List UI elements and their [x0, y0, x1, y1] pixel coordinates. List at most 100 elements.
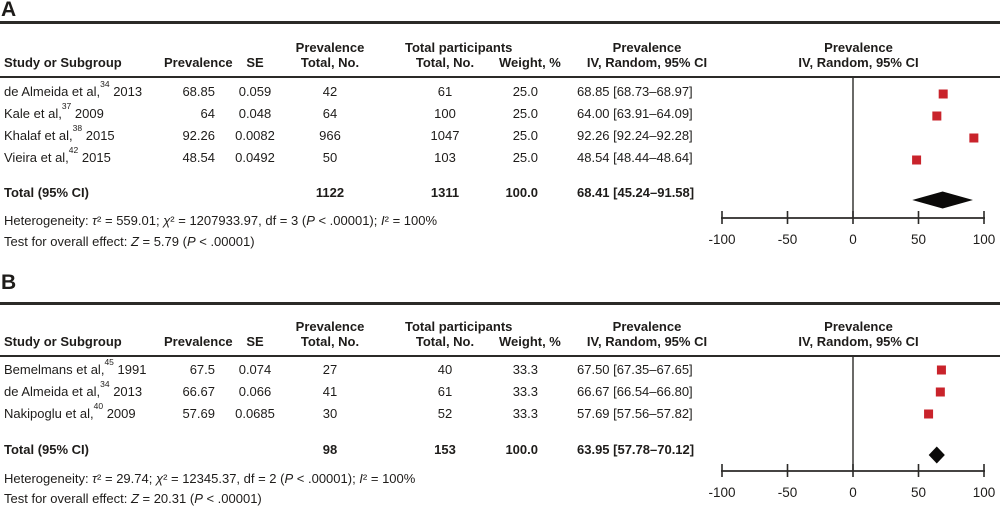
weight-cell: 25.0 — [512, 84, 538, 99]
summary-diamond — [928, 446, 945, 464]
axis-tick-label: 50 — [911, 485, 926, 500]
prevalence-cell — [164, 439, 215, 461]
study-point-marker — [969, 133, 979, 143]
study-point-marker — [924, 409, 934, 419]
weight-cell: 25.0 — [512, 106, 538, 121]
prevalence-total-cell: 98 — [322, 442, 338, 457]
prevalence-total-cell: 64 — [322, 106, 338, 121]
prevalence-total-cell: 966 — [319, 128, 341, 143]
weight-cell: 33.3 — [512, 384, 538, 399]
study-name-cell: de Almeida et al,34 2013 — [4, 378, 143, 399]
panel-a-overall-effect-note: Test for overall effect: Z = 5.79 (P < .… — [4, 234, 255, 249]
study-point-marker — [912, 155, 922, 165]
total-label-cell: Total (95% CI) — [4, 442, 89, 457]
panel-a-label: A — [1, 0, 17, 21]
total-label-cell: Total (95% CI) — [4, 185, 89, 200]
panel-a-header-rule — [0, 76, 1000, 78]
prevalence-total-cell: 30 — [322, 406, 338, 421]
panel-b-heterogeneity-note: Heterogeneity: τ² = 29.74; χ² = 12345.37… — [4, 471, 416, 486]
panel-a-forest-plot: -100 -50 0 50 100 — [708, 77, 996, 247]
panel-a-top-rule — [0, 21, 1000, 24]
col-header-weight: Weight, % — [499, 55, 561, 70]
total-row: Total (95% CI) 98 153 100.0 63.95 [57.78–70.… — [0, 439, 1000, 461]
participants-cell: 1311 — [430, 185, 460, 200]
se-cell — [215, 439, 295, 461]
panel-b-header-rule — [0, 355, 1000, 357]
se-cell: 0.0082 — [235, 128, 275, 143]
study-row: Bemelmans et al,45 1991 67.5 0.074 27 40 33.3… — [0, 356, 1000, 381]
participants-cell: 40 — [437, 362, 453, 377]
col-header-se: SE — [246, 55, 264, 70]
se-cell: 0.059 — [238, 84, 272, 99]
participants-cell: 153 — [434, 442, 456, 457]
se-cell: 0.066 — [238, 384, 272, 399]
prevalence-cell — [164, 182, 215, 204]
prevalence-cell: 57.69 — [182, 406, 215, 421]
study-name-cell: Nakipoglu et al,40 2009 — [4, 400, 136, 421]
col-header-se: SE — [246, 334, 264, 349]
prevalence-cell: 68.85 — [182, 84, 215, 99]
prevalence-total-cell: 1122 — [315, 185, 345, 200]
se-cell: 0.074 — [238, 362, 272, 377]
total-row: Total (95% CI) 1122 1311 100.0 68.41 [45.24–… — [0, 182, 1000, 204]
ci-cell: 57.69 [57.56–57.82] — [577, 406, 693, 421]
participants-cell: 52 — [437, 406, 453, 421]
col-header-weight: Weight, % — [499, 334, 561, 349]
axis-tick-label: 100 — [973, 232, 996, 247]
se-cell: 0.048 — [238, 106, 272, 121]
panel-a-study-rows: de Almeida et al,34 2013 68.85 0.059 42 61 25… — [0, 79, 1000, 204]
panel-b-overall-effect-note: Test for overall effect: Z = 20.31 (P < … — [4, 491, 262, 506]
ci-cell: 67.50 [67.35–67.65] — [577, 362, 693, 377]
summary-diamond — [912, 191, 973, 209]
reference-superscript: 45 — [104, 356, 114, 367]
study-name-cell: Bemelmans et al,45 1991 — [4, 356, 147, 377]
col-header-prevalence-total: Prevalence Total, No. — [295, 40, 365, 70]
study-point-marker — [938, 89, 948, 99]
se-cell: 0.0685 — [235, 406, 275, 421]
axis-tick-label: 0 — [849, 232, 857, 247]
panel-b-forest-plot: -100 -50 0 50 100 — [708, 355, 996, 500]
panel-a-heterogeneity-note: Heterogeneity: τ² = 559.01; χ² = 1207933… — [4, 213, 438, 228]
col-header-prevalence-total: Prevalence Total, No. — [295, 319, 365, 349]
col-header-ci-text: Prevalence IV, Random, 95% CI — [586, 319, 708, 349]
study-row: Nakipoglu et al,40 2009 57.69 0.0685 30 52 33… — [0, 400, 1000, 425]
weight-cell: 25.0 — [512, 150, 538, 165]
weight-cell: 33.3 — [512, 362, 538, 377]
participants-cell: 103 — [434, 150, 456, 165]
panel-b-table-header: Study or Subgroup Prevalence SE Prevalen… — [0, 304, 1000, 354]
reference-superscript: 42 — [68, 144, 79, 155]
weight-cell: 33.3 — [512, 406, 538, 421]
panel-a: A Study or Subgroup Prevalence SE Preval… — [0, 0, 1000, 249]
axis-tick-label: 100 — [973, 485, 996, 500]
study-point-marker — [936, 365, 946, 375]
prevalence-total-cell: 50 — [322, 150, 338, 165]
ci-cell: 63.95 [57.78–70.12] — [577, 442, 695, 457]
study-name-cell: Kale et al,37 2009 — [4, 100, 104, 121]
col-header-total-participants: Total participants Total, No. — [405, 40, 513, 70]
study-row: Kale et al,37 2009 64 0.048 64 100 25.0 64.00 … — [0, 100, 1000, 125]
participants-cell: 1047 — [430, 128, 460, 143]
se-cell: 0.0492 — [235, 150, 275, 165]
weight-cell: 100.0 — [505, 185, 538, 200]
ci-cell: 48.54 [48.44–48.64] — [577, 150, 693, 165]
weight-cell: 25.0 — [512, 128, 538, 143]
ci-cell: 68.85 [68.73–68.97] — [577, 84, 693, 99]
col-header-prevalence: Prevalence — [164, 334, 233, 349]
prevalence-cell: 64 — [200, 106, 215, 121]
reference-superscript: 34 — [100, 378, 110, 389]
panel-b-study-rows: Bemelmans et al,45 1991 67.5 0.074 27 40 33.3… — [0, 356, 1000, 461]
panel-b: B Study or Subgroup Prevalence SE Preval… — [0, 270, 1000, 510]
prevalence-cell: 48.54 — [182, 150, 215, 165]
col-header-ci-text: Prevalence IV, Random, 95% CI — [586, 40, 708, 70]
se-cell — [215, 182, 295, 204]
prevalence-total-cell: 42 — [322, 84, 338, 99]
prevalence-total-cell: 27 — [322, 362, 338, 377]
col-header-ci-plot: Prevalence IV, Random, 95% CI — [798, 40, 919, 70]
axis-tick-label: 0 — [849, 485, 857, 500]
weight-cell: 100.0 — [505, 442, 538, 457]
study-name-cell: Khalaf et al,38 2015 — [4, 122, 115, 143]
reference-superscript: 38 — [72, 122, 83, 133]
ci-cell: 92.26 [92.24–92.28] — [577, 128, 693, 143]
panel-b-top-rule — [0, 302, 1000, 305]
reference-superscript: 37 — [61, 100, 72, 111]
